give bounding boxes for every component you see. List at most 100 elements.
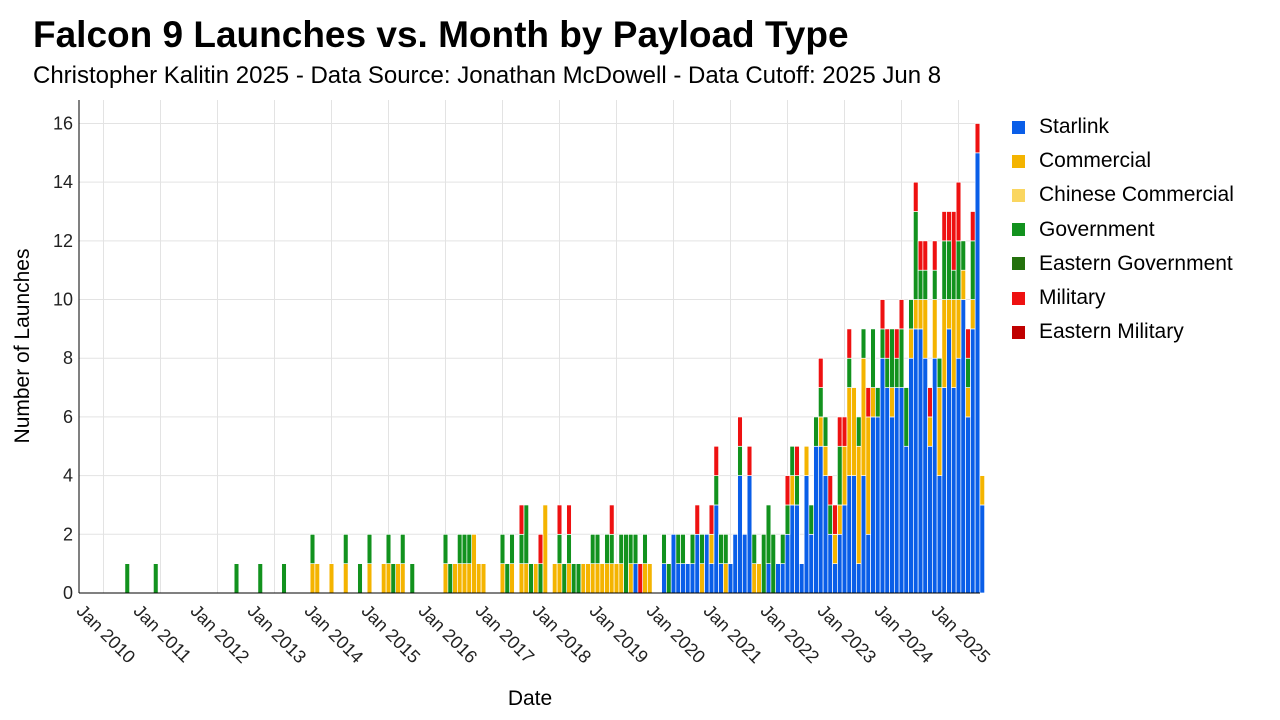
bar-segment [609,563,615,594]
bar-segment [390,563,396,594]
legend-item[interactable]: Military [1012,281,1234,315]
bar-segment [913,211,919,300]
bar-segment [604,563,610,594]
bar-segment [856,445,862,564]
y-tick-label: 10 [53,290,73,310]
y-tick-label: 4 [63,466,73,486]
bar-segment [708,533,715,565]
legend-item[interactable]: Eastern Government [1012,247,1234,281]
bar-segment [670,533,677,594]
bar-segment [480,563,487,594]
bar-segment [642,563,648,594]
bar-segment [946,240,952,300]
bar-segment [903,387,909,447]
bar-segment [718,563,724,594]
bar-segment [509,533,515,565]
bar-segment [737,475,743,594]
bar-segment [974,123,981,154]
bar-segment [400,563,406,594]
bar-segment [898,387,905,594]
bar-segment [941,387,947,594]
bar-segment [328,563,335,594]
bar-segment [917,328,924,594]
x-tick-label: Jan 2023 [814,601,881,668]
bar-segment [647,563,653,594]
bar-segment [932,357,938,594]
bar-segment [509,563,515,594]
bar-segment [784,504,791,535]
x-tick-label: Jan 2015 [358,601,425,668]
bar-segment [566,504,572,535]
bar-segment [461,563,468,594]
bar-segment [704,533,710,594]
bar-segment [708,563,715,594]
bar-segment [913,181,919,212]
bar-segment [841,445,848,506]
bar-segment [941,240,947,300]
bar-segment [917,269,924,300]
bar-segment [666,563,672,594]
bar-segment [585,563,591,594]
bar-group [124,123,985,594]
bar-segment [476,563,482,594]
bar-segment [922,357,928,594]
bar-segment [884,387,890,594]
x-tick-label: Jan 2016 [415,601,482,668]
bar-segment [613,563,620,594]
bar-segment [894,357,900,388]
bar-segment [699,563,705,594]
bar-segment [675,563,681,594]
bar-segment [737,445,743,476]
bar-segment [718,533,724,565]
bar-segment [818,387,824,418]
chart-title: Falcon 9 Launches vs. Month by Payload T… [33,14,849,55]
bar-segment [970,328,976,594]
bar-segment [879,357,886,594]
legend-item[interactable]: Commercial [1012,144,1234,178]
bar-segment [889,387,895,418]
bar-segment [951,211,957,271]
bar-segment [851,475,857,594]
bar-segment [865,387,871,418]
bar-segment [951,269,957,300]
x-tick-label: Jan 2012 [187,601,254,668]
x-tick-label: Jan 2022 [757,601,824,668]
bar-segment [599,563,605,594]
legend-item[interactable]: Government [1012,213,1234,247]
legend-label: Eastern Military [1039,320,1184,344]
bar-segment [689,533,696,565]
bar-segment [528,563,534,594]
bar-segment [894,387,900,594]
bar-segment [499,533,506,565]
bar-segment [637,563,643,594]
bar-segment [860,328,867,359]
bar-segment [447,563,453,594]
bar-segment [742,533,748,594]
y-tick-label: 14 [53,172,73,192]
bar-segment [533,563,539,594]
bar-segment [343,533,349,565]
legend-item[interactable]: Eastern Military [1012,315,1234,349]
legend-item[interactable]: Chinese Commercial [1012,178,1234,212]
bar-segment [846,387,852,476]
bar-segment [955,357,962,594]
x-tick-label: Jan 2017 [472,601,539,668]
bar-segment [561,563,567,594]
y-tick-label: 0 [63,583,73,603]
bar-segment [908,299,914,330]
bar-segment [523,504,529,564]
bar-segment [675,533,681,565]
bar-segment [504,563,510,594]
legend-label: Commercial [1039,149,1152,173]
legend: Starlink Commercial Chinese Commercial Gove… [1012,110,1234,349]
bar-segment [960,240,966,271]
bar-segment [955,299,962,359]
bar-segment [713,504,719,594]
legend-item[interactable]: Starlink [1012,110,1234,144]
bar-segment [974,152,981,594]
bar-segment [281,563,287,594]
bar-segment [789,475,795,506]
bar-segment [851,387,857,476]
bar-segment [789,445,795,476]
legend-label: Starlink [1039,115,1110,139]
